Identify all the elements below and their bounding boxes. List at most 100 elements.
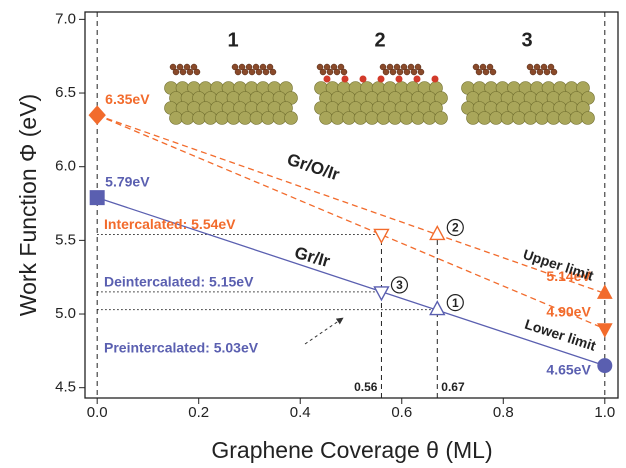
graphene-atom xyxy=(390,69,396,75)
series-line xyxy=(97,115,605,293)
substrate-atom xyxy=(193,112,206,125)
graphene-atom xyxy=(235,69,241,75)
point-label: Deintercalated: 5.15eV xyxy=(104,274,254,290)
oxygen-atom xyxy=(342,76,349,83)
graphene-atom xyxy=(180,69,186,75)
graphene-atom xyxy=(418,69,424,75)
graphene-atom xyxy=(256,69,262,75)
graphene-atom xyxy=(404,69,410,75)
graphene-atom xyxy=(537,69,543,75)
substrate-atom xyxy=(331,112,344,125)
substrate-atom xyxy=(547,112,560,125)
x-tick-label: 0.2 xyxy=(188,404,209,421)
y-tick-label: 4.5 xyxy=(55,379,76,396)
graphene-atom xyxy=(411,69,417,75)
graphene-atom xyxy=(544,69,550,75)
graphene-atom xyxy=(490,69,496,75)
oxygen-atom xyxy=(378,76,385,83)
chart: Graphene Coverage θ (ML) Work Function Φ… xyxy=(0,0,626,468)
substrate-atom xyxy=(570,112,583,125)
marker xyxy=(598,324,612,337)
y-tick-label: 6.0 xyxy=(55,158,76,175)
graphene-atom xyxy=(249,69,255,75)
y-axis-label: Work Function Φ (eV) xyxy=(15,94,41,316)
point-label: Intercalated: 5.54eV xyxy=(104,216,236,232)
x-axis-label: Graphene Coverage θ (ML) xyxy=(211,437,492,463)
tag-label: 2 xyxy=(452,221,459,235)
x-tick-label: 0.0 xyxy=(87,404,108,421)
series-name: Gr/Ir xyxy=(292,243,332,271)
substrate-atom xyxy=(262,112,275,125)
value-label: 4.65eV xyxy=(546,361,591,377)
graphene-atom xyxy=(476,69,482,75)
panel-label: 2 xyxy=(374,29,385,51)
substrate-atom xyxy=(170,112,183,125)
graphene-atom xyxy=(397,69,403,75)
graphene-atom xyxy=(341,69,347,75)
substrate-atom xyxy=(204,112,217,125)
substrate-atom xyxy=(366,112,379,125)
substrate-atom xyxy=(490,112,503,125)
graphene-atom xyxy=(187,69,193,75)
substrate-atom xyxy=(239,112,252,125)
graphene-atom xyxy=(242,69,248,75)
annotation-arrow xyxy=(305,318,343,344)
x-tick-label: 0.6 xyxy=(391,404,412,421)
substrate-atom xyxy=(273,112,286,125)
graphene-atom xyxy=(173,69,179,75)
graphene-atom xyxy=(483,69,489,75)
tag-label: 3 xyxy=(396,278,403,292)
substrate-atom xyxy=(400,112,413,125)
oxygen-atom xyxy=(360,76,367,83)
marker xyxy=(90,191,104,205)
substrate-atom xyxy=(513,112,526,125)
x-tick-label: 0.8 xyxy=(493,404,514,421)
substrate-atom xyxy=(536,112,549,125)
graphene-atom xyxy=(383,69,389,75)
substrate-atom xyxy=(582,112,595,125)
graphene-atom xyxy=(327,69,333,75)
graphene-atom xyxy=(530,69,536,75)
graphene-atom xyxy=(334,69,340,75)
point-label: Preintercalated: 5.03eV xyxy=(104,340,259,356)
substrate-atom xyxy=(559,112,572,125)
substrate-atom xyxy=(227,112,240,125)
graphene-atom xyxy=(263,69,269,75)
substrate-atom xyxy=(389,112,402,125)
marker xyxy=(598,359,612,373)
group-label: Gr/O/Ir xyxy=(285,150,342,185)
x-tick-label: 0.4 xyxy=(290,404,311,421)
oxygen-atom xyxy=(432,76,439,83)
substrate-atom xyxy=(216,112,229,125)
value-label: 6.35eV xyxy=(105,91,150,107)
substrate-atom xyxy=(412,112,425,125)
graphene-atom xyxy=(194,69,200,75)
structure-illustrations xyxy=(165,64,595,125)
marker xyxy=(89,106,105,124)
substrate-atom xyxy=(250,112,263,125)
panel-label: 3 xyxy=(521,29,532,51)
substrate-atom xyxy=(343,112,356,125)
coverage-label: 0.67 xyxy=(441,380,465,394)
y-tick-label: 5.5 xyxy=(55,231,76,248)
y-tick-label: 6.5 xyxy=(55,84,76,101)
graphene-atom xyxy=(320,69,326,75)
value-label: 5.79eV xyxy=(105,173,150,189)
substrate-atom xyxy=(478,112,491,125)
substrate-atom xyxy=(501,112,514,125)
substrate-atom xyxy=(423,112,436,125)
panel-label: 1 xyxy=(227,29,238,51)
graphene-atom xyxy=(551,69,557,75)
value-label: 4.90eV xyxy=(546,303,591,319)
y-tick-label: 7.0 xyxy=(55,10,76,27)
marker xyxy=(374,229,388,242)
x-tick-label: 1.0 xyxy=(594,404,615,421)
oxygen-atom xyxy=(324,76,331,83)
oxygen-atom xyxy=(396,76,403,83)
substrate-atom xyxy=(285,112,298,125)
substrate-atom xyxy=(181,112,194,125)
substrate-atom xyxy=(467,112,480,125)
substrate-atom xyxy=(377,112,390,125)
substrate-atom xyxy=(320,112,333,125)
substrate-atom xyxy=(435,112,448,125)
